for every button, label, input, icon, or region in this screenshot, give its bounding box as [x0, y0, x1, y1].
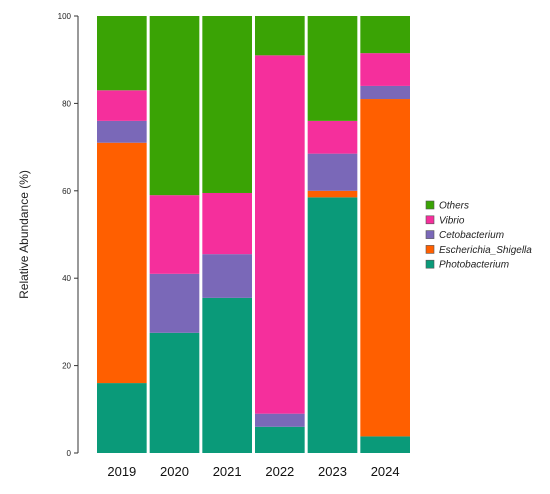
bar-segment-others	[97, 16, 147, 91]
legend-label: Escherichia_Shigella	[439, 245, 532, 256]
bar-segment-cetobacterium	[255, 413, 305, 427]
y-tick-label: 40	[62, 274, 71, 283]
bar-segment-others	[149, 16, 200, 196]
y-tick-label: 80	[62, 99, 71, 108]
y-tick-label: 60	[62, 187, 71, 196]
bar-segment-vibrio	[307, 120, 358, 154]
bar-segment-vibrio	[97, 90, 147, 121]
legend-swatch	[425, 230, 435, 239]
x-tick-label: 2019	[107, 464, 136, 479]
bar-segment-others	[202, 16, 252, 193]
bar-segment-cetobacterium	[97, 120, 147, 143]
x-tick-label: 2021	[213, 464, 242, 479]
bar-segment-photobacterium	[360, 436, 410, 453]
legend-swatch	[425, 215, 435, 225]
bar-segment-photobacterium	[202, 297, 252, 453]
bar-segment-escherichia-shigella	[360, 99, 410, 437]
y-axis: 0 20 40 60 80 100	[58, 12, 79, 458]
bar-segment-photobacterium	[255, 426, 305, 453]
bar-segment-others	[360, 16, 410, 54]
bar-segment-others	[255, 16, 305, 56]
bar-segment-cetobacterium	[360, 85, 410, 100]
x-tick-label: 2022	[265, 464, 294, 479]
bar-segment-vibrio	[202, 192, 252, 255]
y-axis-title: Relative Abundance (%)	[17, 170, 31, 299]
y-tick-label: 0	[67, 449, 72, 458]
bar-segment-cetobacterium	[202, 254, 252, 298]
bar-segment-vibrio	[149, 195, 200, 274]
legend-swatch	[425, 245, 435, 254]
legend-label: Vibrio	[439, 215, 465, 226]
bar-segment-escherichia-shigella	[97, 142, 147, 384]
bar-segment-others	[307, 16, 358, 121]
legend-label: Others	[439, 201, 469, 212]
bar-segment-escherichia-shigella	[307, 190, 358, 198]
bar-segment-vibrio	[360, 53, 410, 86]
legend-swatch	[425, 200, 435, 210]
x-tick-label: 2023	[318, 464, 347, 479]
y-tick-label: 100	[58, 12, 72, 21]
bar-segment-cetobacterium	[149, 273, 200, 333]
legend-label: Photobacterium	[439, 260, 509, 271]
bars	[97, 16, 410, 453]
bar-segment-cetobacterium	[307, 153, 358, 191]
y-tick-label: 20	[62, 362, 71, 371]
legend: Others Vibrio Cetobacterium Escherichia_Shi…	[425, 200, 532, 271]
bar-segment-photobacterium	[307, 197, 358, 453]
bar-segment-vibrio	[255, 55, 305, 414]
bar-segment-photobacterium	[149, 332, 200, 453]
legend-swatch	[425, 259, 435, 269]
legend-label: Cetobacterium	[439, 230, 504, 241]
x-tick-label: 2024	[371, 464, 400, 479]
x-tick-label: 2020	[160, 464, 189, 479]
x-tick-labels: 2019 2020 2021 2022 2023 2024	[107, 464, 399, 479]
bar-segment-photobacterium	[97, 383, 147, 453]
